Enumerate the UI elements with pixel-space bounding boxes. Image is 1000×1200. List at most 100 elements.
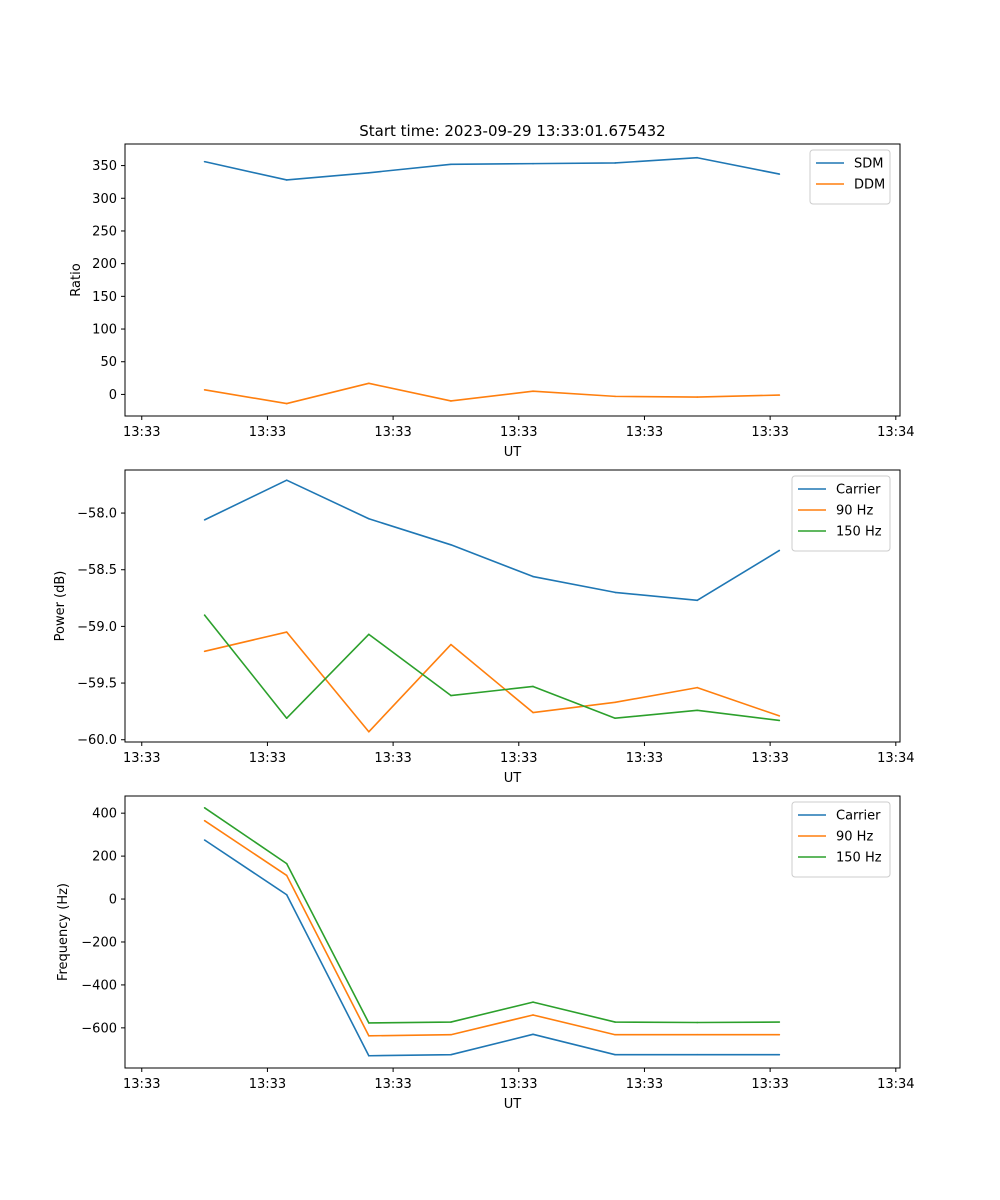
data-point: [614, 1053, 616, 1056]
data-point: [696, 709, 699, 712]
data-point: [285, 631, 288, 633]
series-line-150-hz: [204, 807, 780, 1024]
x-tick-label: 13:33: [500, 751, 537, 766]
y-tick-label: 50: [100, 355, 117, 370]
data-point: [614, 591, 616, 594]
data-point: [285, 479, 288, 482]
x-tick-label: 13:33: [123, 1077, 160, 1092]
data-point: [532, 1033, 534, 1036]
x-axis-label: UT: [504, 445, 522, 460]
x-tick-label: 13:33: [751, 1077, 788, 1092]
x-tick-label: 13:33: [374, 425, 411, 440]
data-point: [778, 719, 781, 722]
legend: Carrier 90 Hz 150 Hz: [791, 801, 891, 878]
data-point: [368, 1034, 370, 1037]
data-point: [285, 179, 288, 181]
y-tick-label: 0: [109, 893, 117, 908]
data-point: [532, 1014, 534, 1016]
y-tick-label: 400: [92, 807, 117, 822]
x-tick-label: 13:33: [626, 1077, 663, 1092]
data-point: [614, 717, 616, 719]
data-point: [203, 650, 206, 653]
data-point: [450, 400, 452, 402]
x-tick-label: 13:33: [123, 425, 160, 440]
series-line-150-hz: [203, 614, 780, 722]
series-line-ddm: [204, 382, 780, 405]
x-tick-label: 13:33: [249, 425, 286, 440]
data-point: [614, 1021, 616, 1023]
data-point: [532, 685, 534, 688]
y-axis-label: Frequency (Hz): [56, 883, 71, 981]
data-point: [285, 893, 288, 896]
series-line-90-hz: [204, 631, 780, 733]
data-point: [532, 1001, 534, 1003]
legend-label: SDM: [854, 157, 883, 172]
y-tick-label: 200: [92, 850, 117, 865]
legend-label: Carrier: [836, 809, 881, 824]
x-tick-label: 13:34: [877, 1077, 914, 1092]
y-tick-label: 250: [92, 224, 117, 239]
x-tick-label: 13:34: [877, 425, 914, 440]
axes-frame: [124, 469, 901, 743]
data-point: [532, 162, 534, 165]
x-tick-label: 13:33: [751, 425, 788, 440]
data-point: [614, 395, 616, 398]
data-point: [368, 382, 370, 385]
data-point: [696, 396, 699, 398]
series-line-sdm: [204, 156, 780, 181]
data-point: [368, 517, 370, 520]
data-point: [450, 1021, 452, 1023]
data-point: [368, 731, 370, 733]
legend-box: [791, 475, 891, 552]
chart-panel-3: 13:33 13:33 13:33 13:33 13:33 13:33 13:34 −600 −…: [56, 795, 915, 1112]
legend-label: 90 Hz: [836, 504, 873, 519]
x-tick-label: 13:33: [374, 1077, 411, 1092]
x-axis-label: UT: [504, 1097, 522, 1112]
data-point: [203, 819, 206, 822]
x-tick-label: 13:33: [249, 751, 286, 766]
legend-label: 150 Hz: [836, 851, 882, 866]
data-point: [450, 1033, 452, 1036]
legend: Carrier 90 Hz 150 Hz: [791, 475, 891, 552]
y-tick-label: 350: [92, 159, 117, 174]
y-tick-label: 300: [92, 192, 117, 207]
data-point: [778, 549, 781, 552]
data-point: [285, 717, 288, 719]
series-line-90-hz: [204, 820, 780, 1037]
y-tick-label: 0: [109, 388, 117, 403]
data-point: [778, 394, 781, 396]
data-point: [368, 633, 370, 636]
legend-label: 150 Hz: [836, 525, 882, 540]
legend: SDM DDM: [809, 149, 891, 205]
y-tick-label: 100: [92, 323, 117, 338]
legend-label: DDM: [854, 178, 885, 193]
data-point: [696, 156, 699, 159]
data-point: [450, 694, 452, 697]
chart-panel-1: 13:33 13:33 13:33 13:33 13:33 13:33 13:34 0 50 10…: [69, 122, 915, 460]
data-point: [614, 162, 616, 164]
y-tick-label: −200: [81, 935, 117, 950]
data-point: [203, 614, 206, 616]
data-point: [368, 171, 370, 174]
y-tick-label: −58.5: [77, 563, 117, 578]
data-point: [203, 160, 206, 163]
data-point: [778, 1033, 781, 1036]
x-tick-label: 13:33: [626, 425, 663, 440]
legend-label: 90 Hz: [836, 830, 873, 845]
series-line-carrier: [204, 839, 780, 1057]
data-point: [614, 1033, 616, 1036]
x-tick-label: 13:33: [374, 751, 411, 766]
axes-frame: [124, 143, 901, 417]
data-point: [450, 1053, 452, 1056]
data-point: [285, 862, 288, 865]
y-tick-label: −400: [81, 978, 117, 993]
y-tick-label: −59.5: [77, 677, 117, 692]
data-point: [368, 1054, 370, 1057]
y-axis-label: Power (dB): [53, 571, 68, 642]
data-point: [285, 402, 288, 405]
data-point: [450, 544, 452, 546]
data-point: [532, 711, 534, 714]
series-line-carrier: [204, 479, 780, 602]
legend-box: [791, 801, 891, 878]
legend-label: Carrier: [836, 483, 881, 498]
